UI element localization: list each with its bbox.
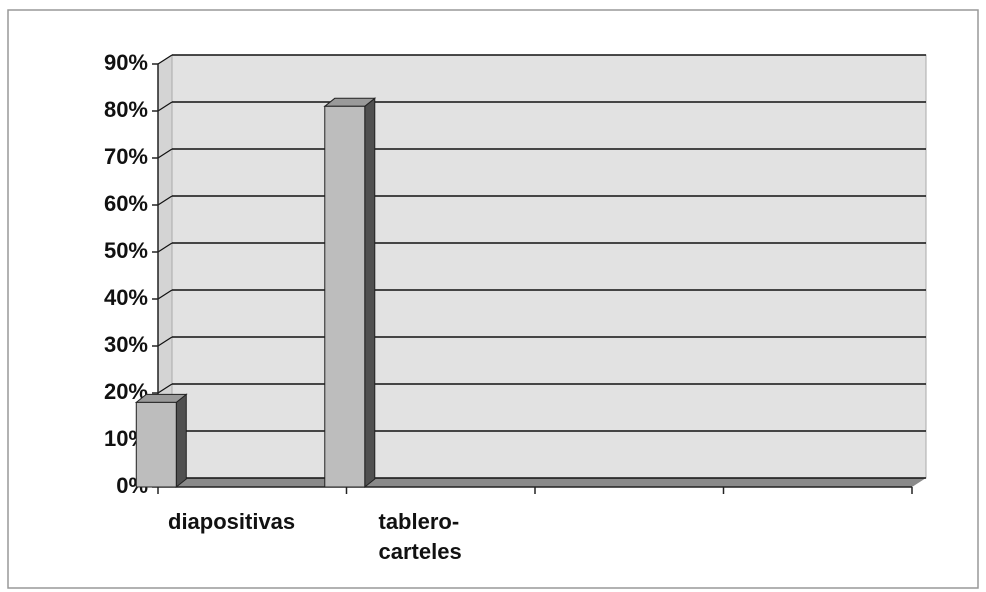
y-tick-label: 80% — [104, 97, 148, 122]
y-tick-label: 40% — [104, 285, 148, 310]
x-tick-label: tablero-carteles — [378, 509, 462, 564]
grid-line-side — [157, 383, 173, 394]
grid-line-side — [157, 54, 173, 65]
grid-line-side — [157, 242, 173, 253]
chart-border — [7, 9, 979, 589]
floor — [158, 478, 926, 487]
y-tick-label: 70% — [104, 144, 148, 169]
x-tick-label: diapositivas — [168, 509, 296, 534]
grid-line-side — [157, 195, 173, 206]
grid-line-side — [157, 336, 173, 347]
y-tick-label: 30% — [104, 332, 148, 357]
bar — [135, 401, 177, 488]
y-tick-label: 60% — [104, 191, 148, 216]
bar — [324, 105, 366, 488]
back-wall — [171, 54, 927, 479]
y-tick-label: 90% — [104, 50, 148, 75]
y-tick-label: 50% — [104, 238, 148, 263]
grid-line-side — [157, 148, 173, 159]
bar-side — [175, 393, 187, 489]
bar-side — [364, 97, 376, 489]
grid-line-side — [157, 101, 173, 112]
grid-line-side — [157, 289, 173, 300]
